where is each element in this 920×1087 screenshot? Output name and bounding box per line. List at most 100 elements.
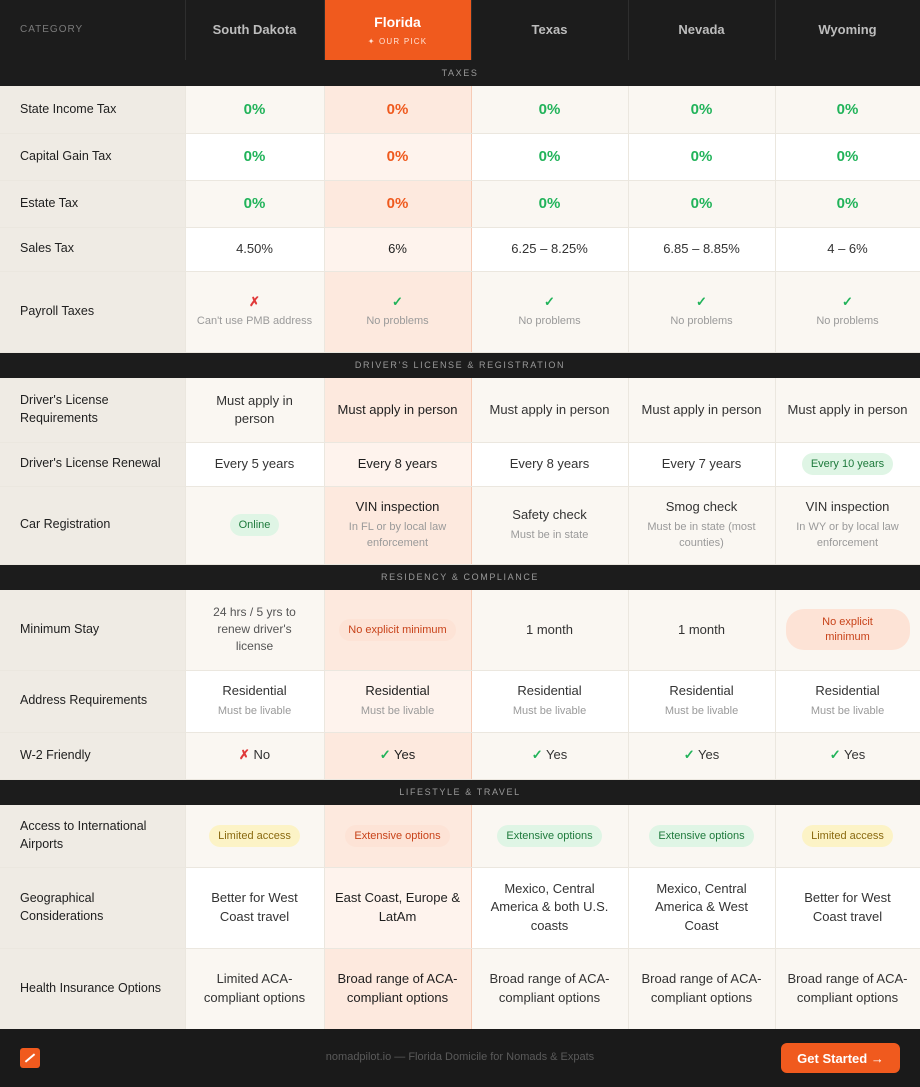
cell-value: No xyxy=(253,747,271,763)
cell-texas: ✓ No problems xyxy=(471,271,629,353)
cell-note: No problems xyxy=(366,315,429,328)
cell-florida: East Coast, Europe & LatAm xyxy=(323,867,472,949)
cell-south-dakota: Must apply in person xyxy=(185,378,325,443)
row-label: Geographical Considerations xyxy=(0,867,186,949)
cell-south-dakota: Limited ACA-compliant options xyxy=(185,948,325,1030)
cell-value: 4.50% xyxy=(236,240,273,256)
cell-south-dakota: ✗ No xyxy=(185,732,325,780)
check-icon: ✓ xyxy=(531,747,543,763)
cell-texas: Every 8 years xyxy=(471,442,629,487)
status-badge: Limited access xyxy=(802,824,893,847)
cell-value: East Coast, Europe & LatAm xyxy=(334,890,460,924)
column-header-south-dakota: South Dakota xyxy=(185,0,325,60)
cell-nevada: Residential Must be livable xyxy=(628,670,776,733)
cell-value: Every 7 years xyxy=(661,455,742,471)
cell-florida: Extensive options xyxy=(323,805,472,868)
cell-value: Must apply in person xyxy=(489,401,610,417)
check-icon: ✓ xyxy=(829,747,841,763)
cell-florida: Must apply in person xyxy=(323,378,472,443)
cell-nevada: 0% xyxy=(628,86,776,134)
row-label: Health Insurance Options xyxy=(0,948,186,1030)
cell-value: Yes xyxy=(546,747,568,763)
cell-nevada: Must apply in person xyxy=(628,378,776,443)
cell-note: In WY or by local law enforcement xyxy=(796,520,899,549)
cell-note: In FL or by local law enforcement xyxy=(348,520,447,549)
table-row: Driver's License Requirements Must apply … xyxy=(0,378,920,443)
cell-note: Can't use PMB address xyxy=(196,315,313,328)
cell-value: VIN inspection xyxy=(805,499,890,515)
cell-texas: ✓ Yes xyxy=(471,732,629,780)
cell-value: Must apply in person xyxy=(641,401,762,417)
cell-value: Every 5 years xyxy=(214,455,295,471)
row-label: State Income Tax xyxy=(0,86,186,134)
cell-texas: Safety check Must be in state xyxy=(471,486,629,565)
cell-value: 6% xyxy=(388,240,407,256)
cell-value: Yes xyxy=(844,747,866,763)
status-badge: Every 10 years xyxy=(801,452,894,476)
column-header-florida: Florida ✦ OUR PICK xyxy=(324,0,472,60)
state-name: Florida xyxy=(374,14,421,31)
cell-value: 0% xyxy=(386,100,409,118)
cell-florida: 0% xyxy=(323,86,472,134)
cell-note: No problems xyxy=(518,315,581,328)
cell-wyoming: Better for West Coast travel xyxy=(775,867,920,949)
cell-nevada: 6.85 – 8.85% xyxy=(628,227,776,272)
cell-wyoming: 0% xyxy=(775,86,920,134)
cell-florida: No explicit minimum xyxy=(323,590,472,671)
cell-nevada: 1 month xyxy=(628,590,776,671)
get-started-button[interactable]: Get Started → xyxy=(781,1043,900,1073)
cell-nevada: Smog check Must be in state (most countie… xyxy=(628,486,776,565)
cell-texas: 0% xyxy=(471,180,629,228)
cell-texas: Mexico, Central America & both U.S. coas… xyxy=(471,867,629,949)
row-label: Access to International Airports xyxy=(0,805,186,868)
cell-nevada: Every 7 years xyxy=(628,442,776,487)
cell-wyoming: Must apply in person xyxy=(775,378,920,443)
cell-note: Must be livable xyxy=(360,704,435,717)
row-label: Driver's License Requirements xyxy=(0,378,186,443)
section-header-row: LIFESTYLE & TRAVEL xyxy=(0,779,920,805)
cell-value: 0% xyxy=(243,195,266,212)
table-row: Health Insurance Options Limited ACA-comp… xyxy=(0,948,920,1030)
cell-value: Broad range of ACA-compliant options xyxy=(787,971,908,1005)
row-label: Minimum Stay xyxy=(0,590,186,671)
cell-texas: Broad range of ACA-compliant options xyxy=(471,948,629,1030)
cell-note: Must be livable xyxy=(810,704,885,717)
cell-value: Residential xyxy=(365,683,430,699)
row-label: Car Registration xyxy=(0,486,186,565)
section-title: LIFESTYLE & TRAVEL xyxy=(0,779,920,805)
cell-florida: Broad range of ACA-compliant options xyxy=(323,948,472,1030)
cell-south-dakota: Better for West Coast travel xyxy=(185,867,325,949)
status-badge: Extensive options xyxy=(345,824,450,847)
cell-south-dakota: Residential Must be livable xyxy=(185,670,325,733)
cell-florida: 0% xyxy=(323,180,472,228)
cell-value: Broad range of ACA-compliant options xyxy=(337,971,458,1005)
cell-value: 0% xyxy=(690,148,713,165)
cell-texas: 0% xyxy=(471,133,629,181)
cell-value: 0% xyxy=(538,195,561,212)
compass-logo-icon xyxy=(20,1048,40,1068)
state-name: Nevada xyxy=(678,21,725,37)
row-label: Address Requirements xyxy=(0,670,186,733)
check-icon: ✓ xyxy=(683,747,695,763)
table-row: Estate Tax 0% 0% 0% 0% 0% xyxy=(0,180,920,228)
cell-south-dakota: 4.50% xyxy=(185,227,325,272)
cell-value: 6.85 – 8.85% xyxy=(663,240,740,256)
cell-wyoming: Every 10 years xyxy=(775,442,920,487)
section-header-row: TAXES xyxy=(0,60,920,86)
cell-florida: 0% xyxy=(323,133,472,181)
cell-value: VIN inspection xyxy=(355,499,440,515)
check-icon: ✓ xyxy=(392,293,403,309)
cell-value: 0% xyxy=(386,195,409,212)
column-header-wyoming: Wyoming xyxy=(775,0,920,60)
cell-nevada: 0% xyxy=(628,180,776,228)
cell-value: 0% xyxy=(386,148,409,165)
status-badge: No explicit minimum xyxy=(339,618,456,641)
cell-south-dakota: Online xyxy=(185,486,325,565)
cell-south-dakota: Limited access xyxy=(185,805,325,868)
cell-value: Yes xyxy=(394,747,416,763)
cell-value: 0% xyxy=(690,195,713,212)
status-badge: No explicit minimum xyxy=(785,609,910,651)
cell-value: Must apply in person xyxy=(787,401,908,417)
cell-florida: Residential Must be livable xyxy=(323,670,472,733)
cell-value: 0% xyxy=(836,148,859,165)
